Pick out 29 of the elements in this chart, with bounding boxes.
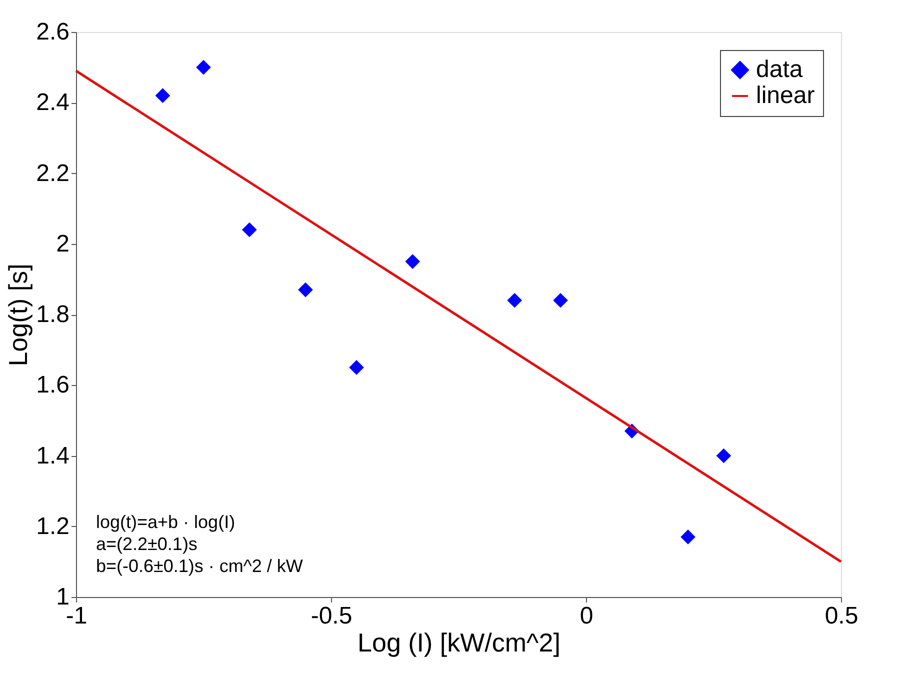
annotation: b=(-0.6±0.1)s · cm^2 / kW <box>96 556 303 576</box>
y-axis-title: Log(t) [s] <box>3 264 34 366</box>
point <box>553 292 568 308</box>
x-tick-label: 0 <box>580 602 594 630</box>
legend-label: linear <box>756 82 815 109</box>
y-tick-label: 2.2 <box>36 160 70 187</box>
y-tick-label: 2.4 <box>36 89 70 116</box>
point <box>405 254 420 269</box>
x-tick-label: -0.5 <box>310 602 352 630</box>
annotation: a=(2.2±0.1)s <box>96 534 198 554</box>
point <box>242 222 257 238</box>
legend-label: data <box>756 56 804 83</box>
point <box>196 60 211 75</box>
y-tick-label: 1 <box>56 584 70 610</box>
y-tick-label: 2 <box>56 230 70 258</box>
x-tick-label: 0.5 <box>824 602 858 630</box>
annotation: log(t)=a+b · log(I) <box>96 512 236 532</box>
y-tick-label: 2.6 <box>36 18 70 46</box>
point <box>349 360 364 375</box>
point <box>680 530 696 544</box>
y-tick-label: 1.6 <box>36 372 70 399</box>
point <box>716 448 732 464</box>
x-axis-title: Log (I) [kW/cm^2] <box>358 628 560 658</box>
point <box>155 88 170 103</box>
y-tick-label: 1.2 <box>36 512 70 540</box>
point <box>298 282 313 298</box>
point <box>507 292 522 308</box>
y-tick-label: 1.4 <box>36 442 70 470</box>
y-tick-label: 1.8 <box>36 301 70 328</box>
